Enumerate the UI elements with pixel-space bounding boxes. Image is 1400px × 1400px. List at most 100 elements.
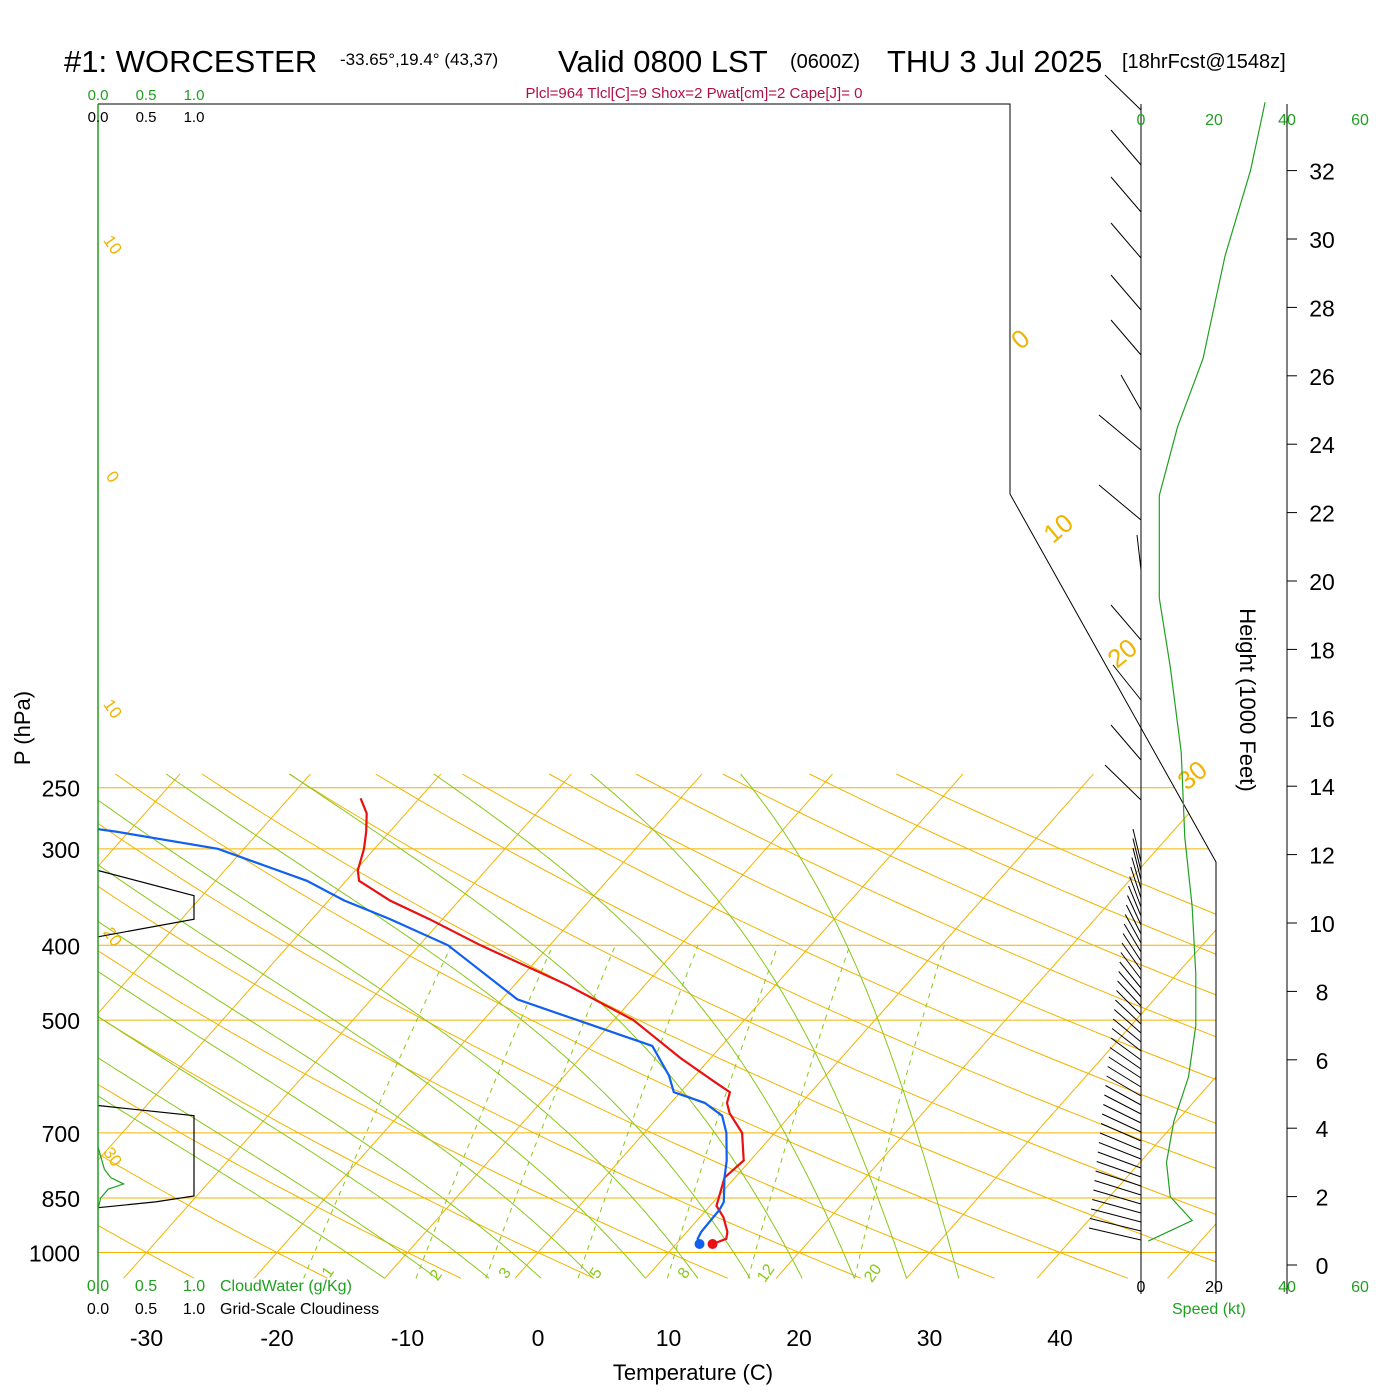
- wind-barb: [1123, 923, 1142, 953]
- isotherm-line: [253, 773, 703, 1279]
- dry-adiabat: [809, 773, 1216, 1279]
- moist-adiabat: [98, 773, 490, 1279]
- wind-barb: [1129, 876, 1142, 908]
- mixing-ratio-line: [854, 945, 945, 1279]
- wind-barb: [1107, 1066, 1142, 1088]
- wind-barb: [1136, 534, 1142, 571]
- cloudwater-scale-top: 1.0: [184, 87, 205, 104]
- moist-adiabat: [740, 773, 960, 1279]
- forecast-info: [18hrFcst@1548z]: [1122, 51, 1286, 73]
- wind-barb: [1125, 904, 1142, 935]
- surface-temperature-point: [707, 1239, 718, 1250]
- isotherm-line: [645, 773, 1094, 1279]
- height-tick-label: 28: [1309, 295, 1335, 321]
- wind-barb: [1106, 1075, 1142, 1097]
- height-tick-label: 12: [1309, 843, 1335, 869]
- wind-barb: [1096, 1161, 1142, 1178]
- mixing-ratio-line: [303, 945, 452, 1279]
- pressure-axis-ticks: 250 300 400 500 700 850 1000: [29, 776, 80, 1267]
- wind-barb: [1119, 961, 1142, 989]
- mixing-ratio-line: [577, 945, 699, 1279]
- pressure-tick-label: 700: [42, 1121, 80, 1147]
- dry-adiabat: [201, 773, 1216, 1279]
- isotherm-line: [514, 773, 964, 1279]
- dry-adiabat: [635, 773, 1216, 1279]
- wind-barb: [1109, 1047, 1142, 1070]
- wind-barb: [1098, 484, 1142, 521]
- temperature-tick-label: 20: [786, 1325, 812, 1351]
- pressure-tick-label: 400: [42, 933, 80, 959]
- wind-barb: [1099, 1132, 1142, 1151]
- wind-barb: [1121, 942, 1142, 971]
- dry-adiabat-label: 20: [99, 924, 125, 950]
- valid-time: Valid 0800 LST: [558, 44, 768, 79]
- wind-barb: [1130, 866, 1142, 899]
- wind-barb: [1110, 1037, 1142, 1061]
- speed-tick-bottom: 0: [1137, 1279, 1146, 1296]
- wind-barb: [1088, 1227, 1142, 1241]
- temperature-tick-label: 30: [917, 1325, 943, 1351]
- pressure-tick-label: 500: [42, 1008, 80, 1034]
- speed-label: Speed (kt): [1172, 1301, 1246, 1318]
- speed-tick-top: 40: [1278, 112, 1296, 129]
- y-axis-label: P (hPa): [10, 691, 35, 765]
- dry-adiabat: [98, 773, 862, 1279]
- wind-barb: [1091, 1208, 1142, 1223]
- height-tick-label: 30: [1309, 227, 1335, 253]
- temperature-tick-label: -30: [130, 1325, 163, 1351]
- dry-adiabat: [98, 773, 595, 1279]
- isotherm-line: [906, 773, 1216, 1279]
- temperature-tick-label: 10: [656, 1325, 682, 1351]
- mixing-ratio-label: 5: [587, 1265, 606, 1282]
- wind-barb: [1111, 1028, 1142, 1052]
- pressure-tick-label: 1000: [29, 1241, 80, 1267]
- mixing-ratio-line: [747, 945, 851, 1279]
- temperature-tick-label: 40: [1047, 1325, 1073, 1351]
- height-tick-label: 20: [1309, 569, 1335, 595]
- wind-barb: [1131, 857, 1142, 890]
- height-tick-label: 24: [1309, 432, 1335, 458]
- wind-barb: [1097, 1151, 1142, 1169]
- height-tick-label: 2: [1316, 1185, 1329, 1211]
- wind-barb: [1110, 604, 1142, 641]
- isotherm-line: [384, 773, 833, 1279]
- dry-adiabat: [288, 773, 1216, 1279]
- background-grid: [98, 773, 1216, 1279]
- isotherm-line: [98, 773, 181, 1279]
- pressure-tick-label: 250: [42, 776, 80, 802]
- cloud-scales: 0.0 0.5 1.00.0 0.5 1.00.0 0.5 1.00.0 0.5 1.00020…: [87, 87, 1369, 1318]
- dry-adiabat: [98, 773, 328, 1279]
- isotherm-line: [775, 773, 1216, 1279]
- wind-barb: [1113, 1009, 1142, 1034]
- cloud-profiles: [97, 869, 195, 1210]
- mixing-ratio-line: [666, 945, 779, 1279]
- wind-barb: [1092, 1199, 1142, 1214]
- wind-barb: [1118, 971, 1142, 998]
- cloudiness-scale-top: 0.5: [136, 109, 157, 126]
- moist-adiabat: [98, 773, 699, 1279]
- pressure-tick-label: 850: [42, 1186, 80, 1212]
- temperature-line: [356, 797, 745, 1246]
- speed-tick-top: 0: [1137, 112, 1146, 129]
- height-tick-label: 18: [1309, 637, 1335, 663]
- mixing-ratio-label: 8: [675, 1265, 694, 1282]
- wind-barb: [1128, 885, 1142, 917]
- wind-barb: [1104, 74, 1142, 111]
- mixing-ratio-label: 12: [754, 1261, 778, 1285]
- wind-barb: [1105, 1085, 1142, 1106]
- dry-adiabat: [548, 773, 1216, 1279]
- wind-barb: [1101, 1113, 1142, 1133]
- cloudwater-scale-bottom: 0.0: [87, 1278, 109, 1295]
- wind-barb: [1110, 319, 1142, 356]
- height-tick-label: 4: [1316, 1116, 1329, 1142]
- pressure-tick-label: 300: [42, 837, 80, 863]
- wind-barb: [1100, 1123, 1142, 1142]
- mixing-ratio-label: 3: [496, 1265, 515, 1282]
- wind-barb: [1120, 952, 1142, 980]
- moist-adiabat: [98, 773, 542, 1279]
- cloudwater-scale-top: 0.5: [136, 87, 157, 104]
- speed-tick-bottom: 60: [1351, 1279, 1369, 1296]
- height-tick-label: 16: [1309, 706, 1335, 732]
